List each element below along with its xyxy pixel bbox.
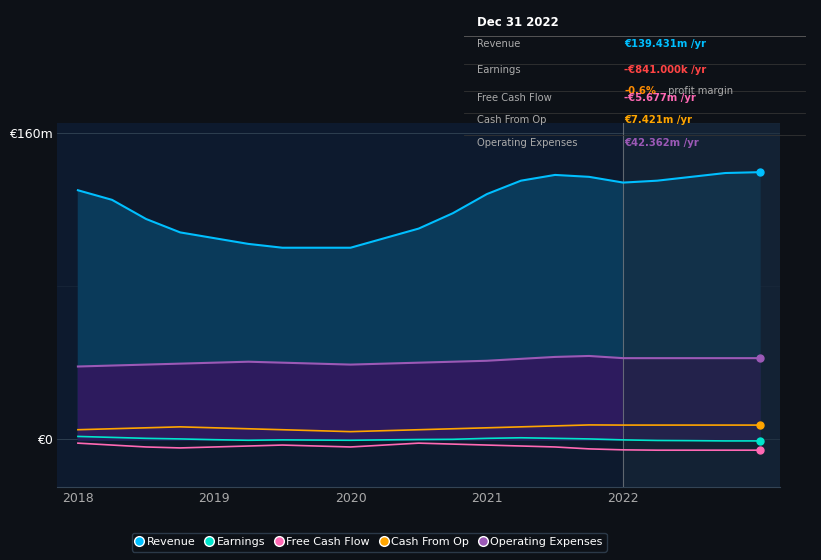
Text: -€5.677m /yr: -€5.677m /yr [624, 93, 696, 103]
Legend: Revenue, Earnings, Free Cash Flow, Cash From Op, Operating Expenses: Revenue, Earnings, Free Cash Flow, Cash … [132, 533, 607, 552]
Bar [623, 123, 787, 487]
Text: -€841.000k /yr: -€841.000k /yr [624, 65, 706, 75]
Text: Dec 31 2022: Dec 31 2022 [478, 16, 559, 29]
Text: profit margin: profit margin [665, 86, 733, 96]
Text: €139.431m /yr: €139.431m /yr [624, 39, 706, 49]
Text: €42.362m /yr: €42.362m /yr [624, 138, 699, 148]
Text: Revenue: Revenue [478, 39, 521, 49]
Text: -0.6%: -0.6% [624, 86, 656, 96]
Text: Cash From Op: Cash From Op [478, 115, 547, 125]
Text: €7.421m /yr: €7.421m /yr [624, 115, 692, 125]
Text: Operating Expenses: Operating Expenses [478, 138, 578, 148]
Text: Earnings: Earnings [478, 65, 521, 75]
Text: Free Cash Flow: Free Cash Flow [478, 93, 553, 103]
